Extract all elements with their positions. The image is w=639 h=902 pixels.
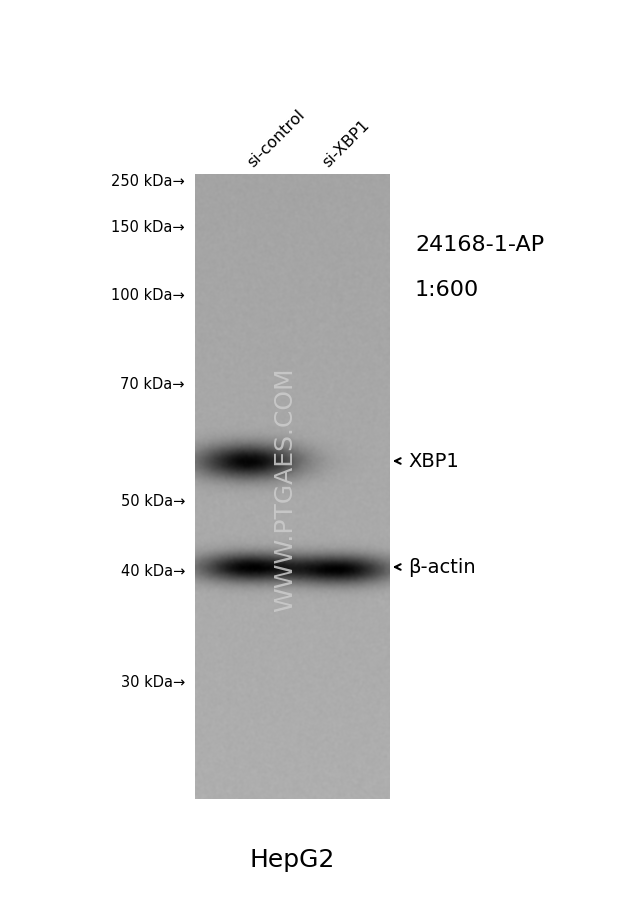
- Text: 1:600: 1:600: [415, 280, 479, 299]
- Text: 150 kDa→: 150 kDa→: [111, 220, 185, 235]
- Text: 24168-1-AP: 24168-1-AP: [415, 235, 544, 254]
- Text: 40 kDa→: 40 kDa→: [121, 564, 185, 579]
- Text: 50 kDa→: 50 kDa→: [121, 494, 185, 509]
- Text: 70 kDa→: 70 kDa→: [121, 377, 185, 392]
- Text: β-actin: β-actin: [408, 557, 475, 577]
- Text: si-control: si-control: [244, 106, 307, 170]
- Text: si-XBP1: si-XBP1: [320, 117, 372, 170]
- Text: HepG2: HepG2: [249, 847, 335, 871]
- Text: 250 kDa→: 250 kDa→: [111, 174, 185, 189]
- Text: XBP1: XBP1: [408, 452, 459, 471]
- Text: 30 kDa→: 30 kDa→: [121, 675, 185, 690]
- Text: WWW.PTGAES.COM: WWW.PTGAES.COM: [273, 367, 297, 612]
- Text: 100 kDa→: 100 kDa→: [111, 288, 185, 303]
